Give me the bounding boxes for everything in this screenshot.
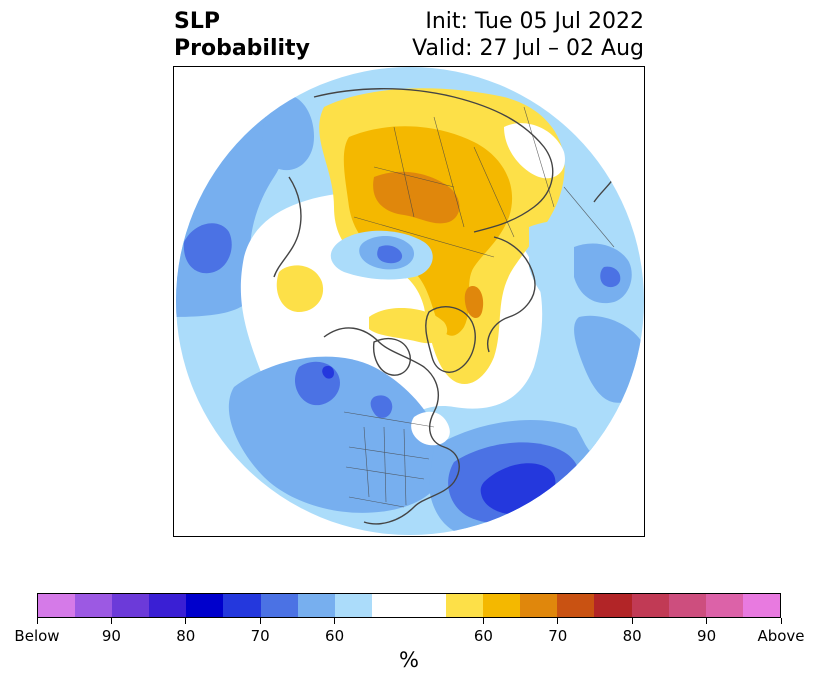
border-us-states-2 — [383, 426, 387, 503]
shade-below70-southeast — [574, 315, 643, 403]
border-us-states-5 — [345, 466, 425, 480]
colorbar-tick-label: Above — [757, 627, 805, 645]
probability-map — [176, 67, 644, 535]
shade-below80-arctic — [377, 245, 403, 264]
shade-neutral-pole — [504, 123, 565, 179]
borders — [343, 106, 615, 508]
border-eurasia-7 — [563, 186, 615, 248]
colorbar-swatch-below-1 — [38, 594, 76, 617]
border-us-states-3 — [403, 428, 407, 506]
colorbar-tick — [259, 618, 261, 624]
coast-alaska — [273, 176, 302, 278]
colorbar — [37, 593, 781, 618]
shade-above60-west — [276, 265, 324, 312]
coast-eurasia-north — [313, 88, 554, 233]
colorbar-tick-label: 60 — [325, 627, 345, 645]
init-date: Init: Tue 05 Jul 2022 — [425, 9, 644, 34]
colorbar-swatch-below-3 — [112, 594, 150, 617]
border-eurasia-2 — [393, 126, 415, 218]
colorbar-tick — [482, 618, 484, 624]
colorbar-tick-label: 70 — [250, 627, 270, 645]
valid-range: Valid: 27 Jul – 02 Aug — [412, 36, 644, 61]
map-title: SLP Probability — [174, 8, 310, 62]
colorbar-tick — [110, 618, 112, 624]
shade-below80-interior — [370, 395, 393, 418]
title-variable: SLP — [174, 9, 220, 34]
title-product: Probability — [174, 36, 310, 61]
map-dates: Init: Tue 05 Jul 2022 Valid: 27 Jul – 02… — [412, 8, 644, 62]
coast-hudson-bay — [372, 337, 411, 376]
border-eurasia-4 — [473, 146, 515, 238]
coast-north-america — [323, 327, 460, 525]
shade-below70-upper — [262, 94, 314, 171]
colorbar-swatch-below-6 — [223, 594, 261, 617]
shade-above80-eurasia — [373, 171, 460, 224]
colorbar-tick-label: 80 — [176, 627, 196, 645]
colorbar-swatch-neutral — [371, 594, 447, 617]
colorbar-tick-label: 60 — [473, 627, 493, 645]
colorbar-swatch-above-5 — [594, 594, 632, 617]
colorbar-unit: % — [399, 648, 419, 672]
colorbar-swatch-above-3 — [520, 594, 558, 617]
colorbar-swatch-above-8 — [705, 594, 743, 617]
colorbar-tick-label: 90 — [101, 627, 121, 645]
map-panel — [173, 66, 645, 537]
border-us-canada — [343, 411, 435, 428]
colorbar-tick-label: 80 — [622, 627, 642, 645]
border-us-mexico — [348, 496, 405, 508]
shade-above80-greenland — [464, 286, 484, 319]
colorbar-swatch-below-4 — [149, 594, 187, 617]
colorbar-swatch-above-9 — [742, 594, 780, 617]
border-eurasia-1 — [373, 166, 455, 188]
colorbar-swatch-below-2 — [75, 594, 113, 617]
shade-below80-east — [600, 266, 621, 288]
colorbar-swatch-below-8 — [297, 594, 335, 617]
coast-greenland — [425, 306, 476, 373]
colorbar-swatch-below-5 — [186, 594, 224, 617]
colorbar-swatch-above-6 — [631, 594, 669, 617]
colorbar-tick-label: 90 — [697, 627, 717, 645]
shade-neutral-east-us — [411, 411, 450, 446]
colorbar-tick-label: Below — [14, 627, 60, 645]
border-us-states-4 — [348, 446, 430, 460]
coast-europe — [487, 236, 536, 353]
border-eurasia-5 — [353, 216, 495, 258]
colorbar-tick — [334, 618, 336, 624]
colorbar-swatch-below-9 — [334, 594, 372, 617]
colorbar-tick — [36, 618, 38, 624]
border-eurasia-6 — [523, 106, 555, 208]
colorbar-swatch-above-7 — [668, 594, 706, 617]
colorbar-swatch-below-7 — [260, 594, 298, 617]
colorbar-tick — [185, 618, 187, 624]
colorbar-tick — [631, 618, 633, 624]
colorbar-swatch-above-1 — [446, 594, 484, 617]
colorbar-tick-label: 70 — [548, 627, 568, 645]
colorbar-swatch-above-2 — [483, 594, 521, 617]
shade-below80-west — [183, 223, 232, 274]
colorbar-tick — [557, 618, 559, 624]
border-eurasia-3 — [433, 116, 465, 228]
colorbar-swatch-above-4 — [557, 594, 595, 617]
shade-below90-pacific — [322, 365, 334, 379]
colorbar-tick — [706, 618, 708, 624]
map-disk — [176, 67, 644, 535]
border-us-states-1 — [363, 426, 370, 498]
colorbar-tick — [780, 618, 782, 624]
